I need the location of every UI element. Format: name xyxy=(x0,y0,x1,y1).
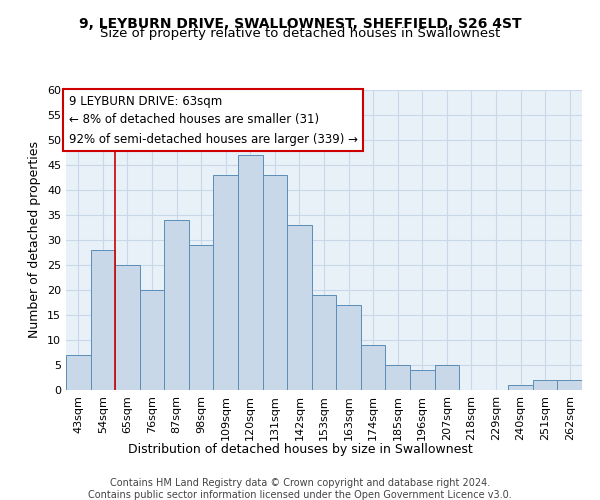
Text: 9, LEYBURN DRIVE, SWALLOWNEST, SHEFFIELD, S26 4ST: 9, LEYBURN DRIVE, SWALLOWNEST, SHEFFIELD… xyxy=(79,18,521,32)
Bar xyxy=(336,305,361,390)
Bar xyxy=(115,265,140,390)
Bar xyxy=(385,365,410,390)
Bar xyxy=(312,295,336,390)
Bar xyxy=(189,245,214,390)
Bar xyxy=(214,175,238,390)
Bar xyxy=(164,220,189,390)
Text: Contains public sector information licensed under the Open Government Licence v3: Contains public sector information licen… xyxy=(88,490,512,500)
Bar xyxy=(238,155,263,390)
Bar xyxy=(557,380,582,390)
Bar xyxy=(140,290,164,390)
Bar xyxy=(263,175,287,390)
Text: Contains HM Land Registry data © Crown copyright and database right 2024.: Contains HM Land Registry data © Crown c… xyxy=(110,478,490,488)
Bar xyxy=(91,250,115,390)
Bar xyxy=(508,385,533,390)
Text: Distribution of detached houses by size in Swallownest: Distribution of detached houses by size … xyxy=(128,442,472,456)
Y-axis label: Number of detached properties: Number of detached properties xyxy=(28,142,41,338)
Bar xyxy=(434,365,459,390)
Bar xyxy=(287,225,312,390)
Text: 9 LEYBURN DRIVE: 63sqm
← 8% of detached houses are smaller (31)
92% of semi-deta: 9 LEYBURN DRIVE: 63sqm ← 8% of detached … xyxy=(68,94,358,146)
Text: Size of property relative to detached houses in Swallownest: Size of property relative to detached ho… xyxy=(100,28,500,40)
Bar xyxy=(533,380,557,390)
Bar xyxy=(66,355,91,390)
Bar xyxy=(410,370,434,390)
Bar xyxy=(361,345,385,390)
